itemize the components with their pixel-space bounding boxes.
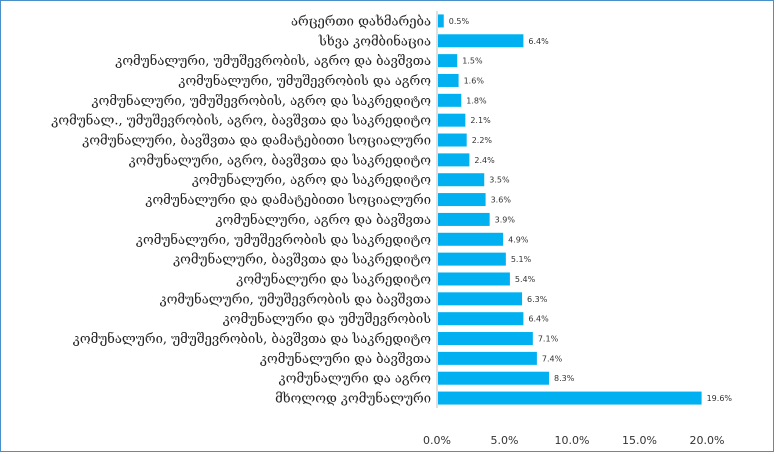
category-label: კომუნალური, უმუშევრობის და აგრო bbox=[178, 73, 431, 89]
value-label: 2.2% bbox=[472, 136, 493, 145]
x-tick-label: 10.0% bbox=[555, 434, 590, 447]
category-label: კომუნალური, უმუშევრობის, აგრო და ბავშვთა bbox=[115, 53, 431, 69]
value-label: 1.8% bbox=[466, 96, 487, 105]
category-label: კომუნალური და აგრო bbox=[279, 371, 432, 387]
value-label: 6.4% bbox=[528, 37, 549, 46]
value-label: 5.1% bbox=[511, 255, 532, 264]
value-label: 1.5% bbox=[462, 57, 483, 66]
category-label: კომუნალური, აგრო და საკრედიტო bbox=[192, 172, 431, 188]
bar bbox=[438, 312, 524, 326]
x-tick-label: 0.0% bbox=[423, 434, 451, 447]
bar bbox=[438, 173, 485, 187]
bar bbox=[438, 371, 550, 385]
category-label: კომუნალ., უმუშევრობის, აგრო, ბავშვთა და … bbox=[51, 113, 431, 129]
x-tick-label: 5.0% bbox=[491, 434, 519, 447]
bar bbox=[438, 391, 702, 405]
value-label: 2.4% bbox=[474, 156, 495, 165]
value-label: 6.3% bbox=[527, 295, 548, 304]
category-label: კომუნალური, უმუშევრობის, ბავშვთა და საკრ… bbox=[73, 331, 431, 347]
category-label: კომუნალური, უმუშევრობის და ბავშვთა bbox=[160, 291, 431, 307]
x-tick-label: 15.0% bbox=[622, 434, 657, 447]
category-label: მხოლოდ კომუნალური bbox=[275, 391, 431, 407]
value-label: 3.6% bbox=[491, 196, 512, 205]
bar bbox=[438, 232, 504, 246]
bar bbox=[438, 292, 523, 306]
bar bbox=[438, 14, 444, 28]
category-label: კომუნალური, აგრო და ბავშვთა bbox=[216, 212, 431, 228]
bar bbox=[438, 153, 470, 167]
category-label: კომუნალური, აგრო, ბავშვთა და საკრედიტო bbox=[129, 152, 432, 168]
value-label: 5.4% bbox=[515, 275, 536, 284]
value-label: 0.5% bbox=[449, 17, 470, 26]
category-label: სხვა კომბინაცია bbox=[318, 33, 431, 49]
category-label: კომუნალური, ბავშვთა და დამატებითი სოციალ… bbox=[82, 133, 431, 149]
category-label: არცერთი დახმარება bbox=[291, 14, 431, 29]
value-label: 2.1% bbox=[470, 116, 491, 125]
value-label: 7.4% bbox=[542, 354, 563, 363]
value-label: 3.9% bbox=[495, 215, 516, 224]
bar bbox=[438, 193, 486, 207]
bar bbox=[438, 272, 510, 286]
bar bbox=[438, 73, 459, 87]
category-label: კომუნალური, ბავშვთა და საკრედიტო bbox=[173, 252, 431, 268]
value-label: 8.3% bbox=[554, 374, 575, 383]
category-label: კომუნალური და უმუშევრობის bbox=[223, 311, 431, 327]
bar bbox=[438, 351, 537, 365]
value-label: 3.5% bbox=[489, 176, 510, 185]
category-label: კომუნალური და დამატებითი სოციალური bbox=[145, 192, 431, 208]
bar bbox=[438, 34, 524, 48]
category-label: კომუნალური და საკრედიტო bbox=[236, 271, 431, 287]
bar bbox=[438, 212, 490, 226]
value-label: 6.4% bbox=[528, 315, 549, 324]
category-label: კომუნალური, უმუშევრობის და საკრედიტო bbox=[136, 232, 431, 248]
bar bbox=[438, 332, 533, 346]
x-tick-label: 20.0% bbox=[690, 434, 725, 447]
value-label: 4.9% bbox=[508, 235, 529, 244]
category-label: კომუნალური, უმუშევრობის, აგრო და საკრედი… bbox=[92, 93, 432, 109]
bar bbox=[438, 113, 466, 127]
value-label: 19.6% bbox=[707, 394, 733, 403]
value-label: 1.6% bbox=[464, 76, 485, 85]
bar bbox=[438, 93, 462, 107]
category-label: კომუნალური და ბავშვთა bbox=[260, 351, 431, 367]
bar bbox=[438, 54, 458, 68]
bar bbox=[438, 133, 467, 147]
bar bbox=[438, 252, 506, 266]
value-label: 7.1% bbox=[538, 335, 559, 344]
